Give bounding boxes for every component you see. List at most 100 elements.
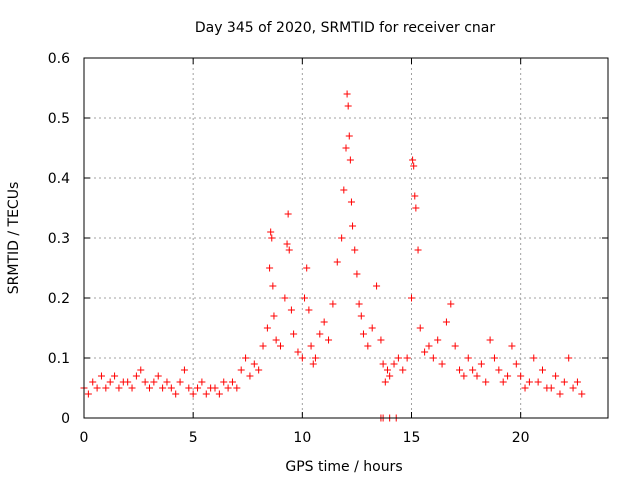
data-point	[386, 372, 394, 380]
data-point	[284, 210, 292, 218]
data-point	[268, 234, 276, 242]
data-point	[345, 132, 353, 140]
data-point	[530, 354, 538, 362]
data-point	[167, 384, 175, 392]
data-point	[272, 336, 280, 344]
data-point	[259, 342, 267, 350]
y-tick-label: 0.4	[48, 171, 70, 187]
data-point	[517, 372, 525, 380]
data-point	[499, 378, 507, 386]
data-point	[311, 354, 319, 362]
y-tick-label: 0.5	[48, 111, 70, 127]
data-point	[349, 222, 357, 230]
data-point	[460, 372, 468, 380]
data-point	[411, 192, 419, 200]
data-point	[93, 384, 101, 392]
data-point	[97, 372, 105, 380]
data-point	[263, 324, 271, 332]
data-point	[569, 384, 577, 392]
data-point	[250, 360, 258, 368]
data-point	[495, 366, 503, 374]
chart-title: Day 345 of 2020, SRMTID for receiver cna…	[195, 20, 496, 36]
data-point	[269, 282, 277, 290]
data-point	[154, 372, 162, 380]
data-point	[565, 354, 573, 362]
data-point	[377, 336, 385, 344]
data-point	[429, 354, 437, 362]
data-point	[246, 372, 254, 380]
data-point	[281, 294, 289, 302]
data-point	[270, 312, 278, 320]
data-point	[408, 294, 415, 302]
y-tick-label: 0	[61, 411, 70, 427]
data-point	[344, 102, 352, 110]
data-point	[89, 378, 97, 386]
data-point	[102, 384, 110, 392]
data-point	[198, 378, 206, 386]
axis-ticks: 0 5 10 15 20 0 0.1 0.2 0.3 0.4 0.5 0.6	[48, 51, 608, 446]
data-point	[414, 246, 422, 254]
data-point	[233, 384, 241, 392]
data-point	[316, 330, 324, 338]
data-point	[578, 390, 586, 398]
data-point	[294, 348, 302, 356]
data-point	[451, 342, 459, 350]
y-tick-label: 0.2	[48, 291, 70, 307]
data-point	[215, 390, 223, 398]
data-point	[482, 378, 490, 386]
data-point	[150, 378, 158, 386]
x-tick-label: 5	[189, 430, 198, 446]
data-point	[438, 360, 446, 368]
data-point	[359, 330, 367, 338]
data-point	[447, 300, 455, 308]
data-point	[416, 324, 424, 332]
data-point	[159, 384, 167, 392]
data-point	[464, 354, 472, 362]
data-point	[534, 378, 542, 386]
data-point	[456, 366, 464, 374]
data-point	[180, 366, 188, 374]
data-point	[307, 342, 315, 350]
data-point	[521, 384, 529, 392]
data-point	[368, 324, 376, 332]
data-point	[379, 360, 387, 368]
data-point	[364, 342, 372, 350]
data-point	[333, 258, 341, 266]
y-tick-label: 0.1	[48, 351, 70, 367]
data-point	[346, 156, 354, 164]
data-point	[303, 264, 311, 272]
x-axis-label: GPS time / hours	[285, 459, 402, 475]
data-point	[194, 384, 202, 392]
data-point	[84, 390, 92, 398]
data-point	[409, 156, 417, 164]
data-point	[172, 390, 180, 398]
data-point	[305, 306, 313, 314]
x-tick-label: 10	[293, 430, 311, 446]
data-point	[410, 162, 418, 170]
data-point	[115, 384, 123, 392]
data-point	[267, 228, 275, 236]
grid-lines	[84, 58, 608, 418]
y-tick-label: 0.6	[48, 51, 70, 67]
data-point	[351, 246, 359, 254]
data-point	[477, 360, 485, 368]
data-point	[106, 378, 114, 386]
data-point	[242, 354, 250, 362]
y-tick-label: 0.3	[48, 231, 70, 247]
data-point	[539, 366, 546, 374]
data-point	[355, 300, 363, 308]
data-point	[325, 336, 333, 344]
data-point	[512, 360, 520, 368]
y-axis-label: SRMTID / TECUs	[6, 182, 22, 295]
data-point	[128, 384, 136, 392]
data-point	[357, 312, 365, 320]
data-point	[189, 390, 197, 398]
data-point	[266, 264, 274, 272]
data-point	[287, 306, 295, 314]
data-point	[124, 378, 132, 386]
data-point	[340, 186, 348, 194]
data-point	[412, 204, 420, 212]
data-point	[224, 384, 232, 392]
data-point	[473, 372, 481, 380]
